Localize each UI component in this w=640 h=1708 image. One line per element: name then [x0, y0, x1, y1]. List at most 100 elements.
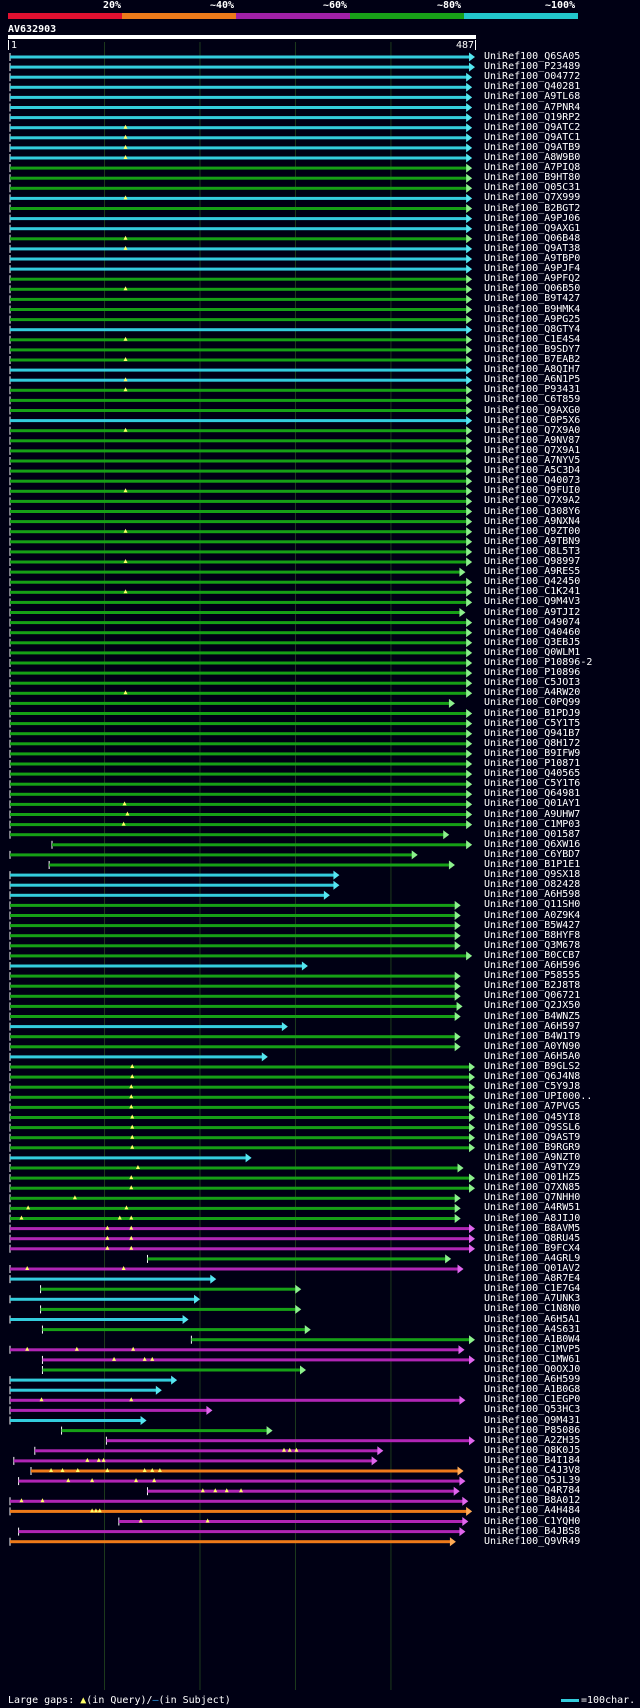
hit-label[interactable]: UniRef100_Q7X999 — [484, 192, 581, 204]
hit-bar[interactable] — [10, 1267, 459, 1271]
hit-bar[interactable] — [52, 843, 468, 847]
hit-row[interactable] — [9, 830, 450, 840]
hit-row[interactable] — [41, 1325, 311, 1335]
hit-bar[interactable] — [10, 661, 468, 665]
hit-row[interactable] — [9, 810, 473, 819]
hit-label[interactable]: UniRef100_C1MW61 — [484, 1353, 581, 1365]
hit-row[interactable] — [9, 628, 473, 638]
hit-label[interactable]: UniRef100_C1K241 — [484, 586, 581, 598]
hit-label[interactable]: UniRef100_C0PQ99 — [484, 697, 581, 709]
hit-label[interactable]: UniRef100_A0Z9K4 — [484, 909, 581, 921]
hit-row[interactable] — [9, 163, 473, 173]
hit-label[interactable]: UniRef100_B0CCB7 — [484, 949, 581, 961]
hit-bar[interactable] — [61, 1429, 268, 1433]
hit-row[interactable] — [9, 729, 473, 739]
hit-label[interactable]: UniRef100_P23489 — [484, 61, 581, 73]
hit-row[interactable] — [146, 1254, 452, 1264]
hit-bar[interactable] — [10, 681, 468, 685]
hit-row[interactable] — [9, 244, 473, 254]
hit-label[interactable]: UniRef100_Q06721 — [484, 990, 581, 1002]
hit-bar[interactable] — [10, 227, 468, 231]
hit-bar[interactable] — [10, 823, 468, 827]
hit-label[interactable]: UniRef100_P10871 — [484, 758, 581, 769]
hit-bar[interactable] — [10, 1116, 470, 1119]
hit-label[interactable]: UniRef100_B9FCX4 — [484, 1242, 581, 1254]
hit-row[interactable] — [9, 193, 473, 203]
hit-bar[interactable] — [10, 621, 468, 625]
hit-bar[interactable] — [10, 641, 468, 645]
hit-label[interactable]: UniRef100_UPI000.. — [484, 1091, 593, 1103]
hit-label[interactable]: UniRef100_A4RW51 — [484, 1202, 581, 1214]
hit-label[interactable]: UniRef100_C1YQH0 — [484, 1515, 581, 1527]
hit-bar[interactable] — [10, 1166, 459, 1170]
hit-bar[interactable] — [10, 570, 461, 574]
hit-row[interactable] — [9, 739, 473, 749]
hit-row[interactable] — [9, 1375, 178, 1385]
hit-bar[interactable] — [147, 1489, 455, 1493]
hit-label[interactable]: UniRef100_P93431 — [484, 384, 581, 396]
hit-bar[interactable] — [10, 974, 456, 978]
hit-row[interactable] — [9, 274, 473, 284]
hit-row[interactable] — [9, 315, 473, 325]
hit-label[interactable]: UniRef100_P10896-2 — [484, 657, 593, 668]
hit-bar[interactable] — [10, 287, 468, 291]
hit-bar[interactable] — [10, 55, 470, 59]
hit-row[interactable] — [61, 1426, 273, 1436]
hit-label[interactable]: UniRef100_A9PJF4 — [484, 263, 581, 275]
hit-bar[interactable] — [10, 116, 468, 120]
hit-bar[interactable] — [10, 358, 468, 362]
hit-label[interactable]: UniRef100_Q6SA05 — [484, 51, 581, 62]
hit-bar[interactable] — [10, 489, 468, 493]
hit-row[interactable] — [9, 638, 473, 648]
hit-row[interactable] — [9, 1072, 475, 1082]
hit-row[interactable] — [9, 1062, 475, 1072]
hit-row[interactable] — [9, 870, 340, 880]
hit-label[interactable]: UniRef100_B4JBS8 — [484, 1525, 581, 1537]
hit-bar[interactable] — [10, 712, 468, 715]
hit-label[interactable]: UniRef100_Q9ZT00 — [484, 525, 581, 537]
hit-row[interactable] — [9, 113, 473, 123]
hit-label[interactable]: UniRef100_B9HMK4 — [484, 303, 581, 315]
hit-bar[interactable] — [10, 1499, 464, 1503]
hit-label[interactable]: UniRef100_A8R7E4 — [484, 1273, 581, 1285]
hit-row[interactable] — [9, 1496, 469, 1506]
hit-bar[interactable] — [10, 1509, 468, 1513]
hit-row[interactable] — [118, 1517, 469, 1526]
hit-label[interactable]: UniRef100_A1B0G8 — [484, 1384, 581, 1396]
hit-bar[interactable] — [10, 308, 468, 311]
hit-bar[interactable] — [10, 126, 468, 130]
hit-row[interactable] — [9, 961, 308, 971]
hit-bar[interactable] — [10, 176, 468, 180]
hit-label[interactable]: UniRef100_A9NXN4 — [484, 515, 581, 527]
hit-row[interactable] — [9, 1193, 461, 1203]
hit-label[interactable]: UniRef100_C1E4S4 — [484, 333, 581, 345]
hit-row[interactable] — [9, 941, 461, 951]
hit-row[interactable] — [9, 1385, 162, 1395]
hit-label[interactable]: UniRef100_A7PIQ8 — [484, 162, 581, 174]
hit-bar[interactable] — [13, 1459, 373, 1463]
hit-row[interactable] — [9, 103, 473, 112]
hit-bar[interactable] — [10, 1136, 470, 1140]
hit-label[interactable]: UniRef100_Q9FUI0 — [484, 485, 581, 497]
hit-label[interactable]: UniRef100_A8JIJ0 — [484, 1212, 581, 1224]
hit-label[interactable]: UniRef100_Q8K0J5 — [484, 1444, 581, 1456]
hit-row[interactable] — [9, 668, 473, 678]
hit-bar[interactable] — [10, 106, 468, 109]
hit-bar[interactable] — [10, 560, 468, 564]
hit-label[interactable]: UniRef100_B9RGR9 — [484, 1141, 581, 1153]
hit-bar[interactable] — [10, 1146, 470, 1150]
hit-label[interactable]: UniRef100_Q01AV2 — [484, 1263, 581, 1274]
hit-label[interactable]: UniRef100_Q06B48 — [484, 232, 581, 244]
hit-bar[interactable] — [10, 419, 468, 423]
hit-bar[interactable] — [10, 1378, 173, 1382]
hit-label[interactable]: UniRef100_A4H484 — [484, 1505, 581, 1517]
hit-bar[interactable] — [40, 1287, 297, 1291]
hit-bar[interactable] — [10, 1398, 461, 1402]
hit-label[interactable]: UniRef100_A8QIH7 — [484, 364, 581, 376]
hit-bar[interactable] — [10, 1419, 142, 1422]
hit-label[interactable]: UniRef100_A9TBN9 — [484, 535, 581, 547]
hit-row[interactable] — [9, 294, 473, 304]
hit-bar[interactable] — [18, 1479, 461, 1483]
hit-label[interactable]: UniRef100_Q9AXG0 — [484, 404, 581, 416]
hit-label[interactable]: UniRef100_A7PVG5 — [484, 1101, 581, 1113]
